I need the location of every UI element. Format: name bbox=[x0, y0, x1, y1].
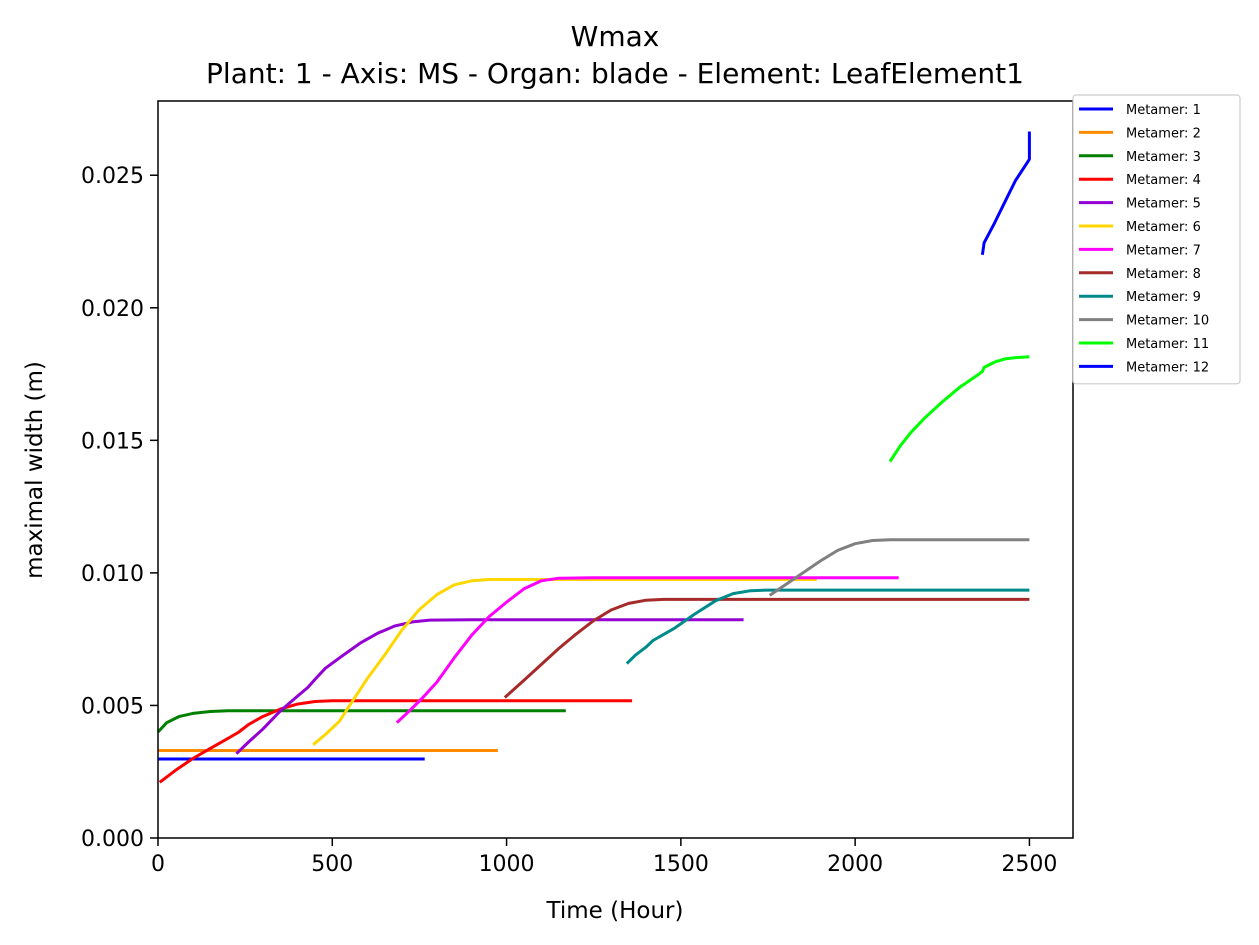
y-axis-label: maximal width (m) bbox=[22, 361, 48, 579]
x-tick-label: 2500 bbox=[1001, 852, 1057, 877]
legend-label: Metamer: 12 bbox=[1126, 360, 1209, 375]
series-line-metamer-8 bbox=[503, 597, 1030, 699]
series-line-metamer-9 bbox=[625, 588, 1030, 665]
plot-area-frame bbox=[157, 100, 1074, 839]
legend-label: Metamer: 3 bbox=[1126, 150, 1201, 165]
chart-title: Wmax bbox=[571, 20, 660, 53]
x-axis-label: Time (Hour) bbox=[546, 898, 684, 924]
y-axis: 0.000 0.005 0.010 0.015 0.020 0.025 bbox=[81, 164, 158, 852]
x-tick-label: 0 bbox=[151, 852, 165, 877]
series-line-metamer-10 bbox=[768, 538, 1030, 597]
series-line-metamer-4 bbox=[158, 699, 633, 784]
x-tick-label: 2000 bbox=[827, 852, 883, 877]
x-axis: 0 500 1000 1500 2000 2500 bbox=[151, 838, 1057, 877]
x-tick-label: 500 bbox=[311, 852, 353, 877]
x-tick-label: 1000 bbox=[479, 852, 535, 877]
legend-label: Metamer: 9 bbox=[1126, 290, 1201, 305]
series-line-metamer-5 bbox=[235, 618, 744, 755]
legend-box bbox=[1072, 94, 1241, 385]
series-line-metamer-11 bbox=[888, 355, 1030, 463]
legend-label: Metamer: 8 bbox=[1126, 267, 1201, 282]
y-tick-label: 0.010 bbox=[81, 562, 144, 587]
x-tick-label: 1500 bbox=[653, 852, 709, 877]
legend-label: Metamer: 7 bbox=[1126, 243, 1201, 258]
chart-subtitle: Plant: 1 - Axis: MS - Organ: blade - Ele… bbox=[206, 57, 1024, 90]
legend-label: Metamer: 11 bbox=[1126, 337, 1209, 352]
legend-label: Metamer: 10 bbox=[1126, 314, 1209, 329]
legend-label: Metamer: 5 bbox=[1126, 197, 1201, 212]
y-tick-label: 0.015 bbox=[81, 429, 144, 454]
legend-label: Metamer: 4 bbox=[1126, 173, 1201, 188]
series-line-metamer-6 bbox=[312, 578, 817, 746]
legend: Metamer: 1 Metamer: 2 Metamer: 3 Metamer: 4… bbox=[1072, 94, 1241, 385]
series-layer bbox=[156, 131, 1031, 784]
y-tick-label: 0.020 bbox=[81, 297, 144, 322]
y-tick-label: 0.000 bbox=[81, 827, 144, 852]
series-line-metamer-7 bbox=[395, 576, 899, 724]
series-line-metamer-3 bbox=[156, 709, 566, 734]
legend-label: Metamer: 6 bbox=[1126, 220, 1201, 235]
y-tick-label: 0.005 bbox=[81, 694, 144, 719]
series-line-metamer-12 bbox=[980, 131, 1031, 256]
legend-label: Metamer: 1 bbox=[1126, 103, 1201, 118]
y-tick-label: 0.025 bbox=[81, 164, 144, 189]
legend-label: Metamer: 2 bbox=[1126, 126, 1201, 141]
